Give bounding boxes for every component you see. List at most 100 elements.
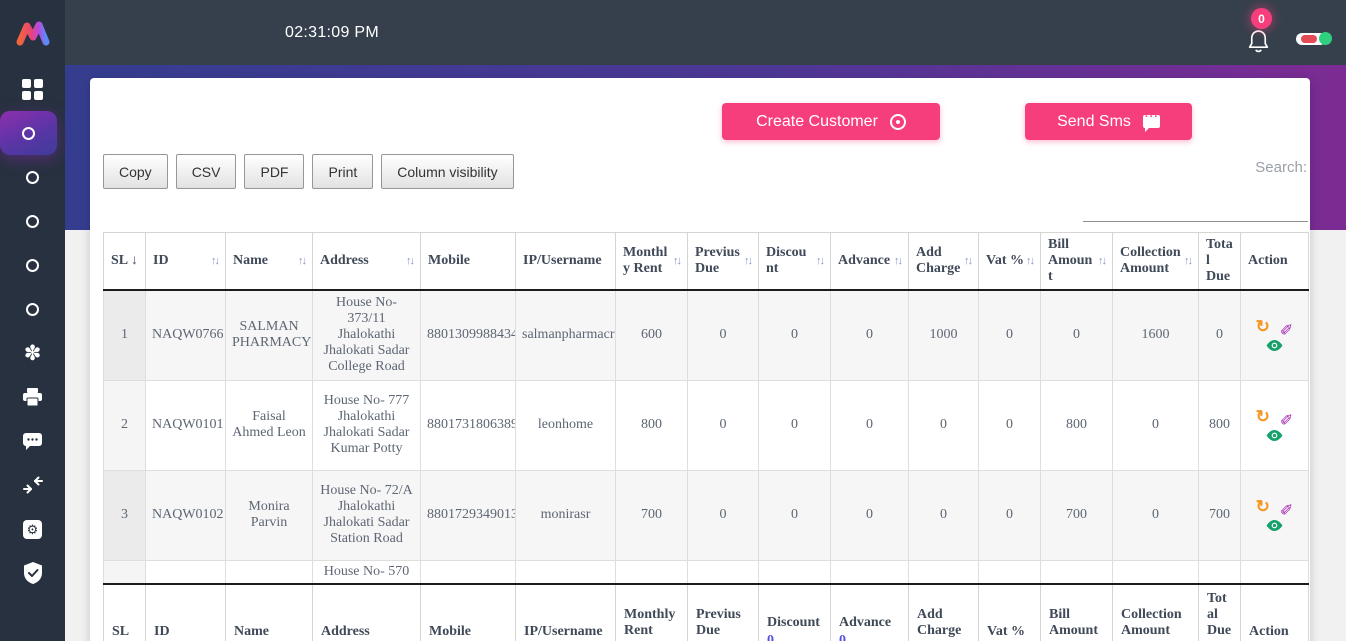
cell-mobile: 8801729349013 bbox=[421, 470, 516, 560]
sort-icon: ↑↓ bbox=[298, 255, 305, 267]
footer-add-charge: Add Charge 1000 bbox=[909, 584, 979, 641]
app-logo[interactable] bbox=[0, 0, 65, 65]
column-header-mobile[interactable]: Mobile bbox=[421, 233, 516, 291]
circle-icon bbox=[26, 303, 39, 316]
footer-vat: Vat % bbox=[979, 584, 1041, 641]
column-header-add-charge[interactable]: Add Charge↑↓ bbox=[909, 233, 979, 291]
refresh-button[interactable]: ↻ bbox=[1256, 318, 1270, 335]
sidebar-item-2[interactable] bbox=[0, 155, 65, 199]
notification-bell[interactable]: 0 bbox=[1242, 20, 1276, 56]
column-header-sl[interactable]: SL↓ bbox=[104, 233, 146, 291]
export-toolbar: Copy CSV PDF Print Column visibility bbox=[103, 154, 514, 189]
footer-sl: SL bbox=[104, 584, 146, 641]
cell-username: leonhome bbox=[516, 380, 616, 470]
column-header-total-due[interactable]: Total Due bbox=[1199, 233, 1241, 291]
gear-box-icon: ⚙ bbox=[23, 520, 42, 539]
sidebar-nav: ✽ ⚙ bbox=[0, 65, 65, 641]
edit-button[interactable]: ✎ bbox=[1280, 499, 1293, 515]
sort-icon: ↑↓ bbox=[1098, 255, 1105, 267]
brand-pill[interactable] bbox=[1296, 33, 1326, 45]
cell-previus-due: 0 bbox=[688, 290, 759, 380]
cell-action: ↻ ✎ bbox=[1241, 470, 1309, 560]
refresh-button[interactable]: ↻ bbox=[1256, 498, 1270, 515]
sidebar-item-4[interactable] bbox=[0, 243, 65, 287]
edit-button[interactable]: ✎ bbox=[1280, 319, 1293, 335]
cell-bill-amount: 700 bbox=[1041, 470, 1113, 560]
view-button[interactable] bbox=[1247, 519, 1302, 532]
sidebar-item-settings[interactable]: ✽ bbox=[0, 331, 65, 375]
column-header-bill-amount[interactable]: Bill Amount↑↓ bbox=[1041, 233, 1113, 291]
cell-id: NAQW0101 bbox=[146, 380, 226, 470]
cell-mobile: 8801309988434 bbox=[421, 290, 516, 380]
csv-button[interactable]: CSV bbox=[176, 154, 237, 189]
cell-id: NAQW0102 bbox=[146, 470, 226, 560]
sort-icon: ↑↓ bbox=[744, 255, 751, 267]
print-button[interactable]: Print bbox=[312, 154, 373, 189]
view-button[interactable] bbox=[1247, 429, 1302, 442]
bell-icon bbox=[1246, 28, 1271, 55]
cell-sl: 1 bbox=[104, 290, 146, 380]
table-row-partial: House No- 570 bbox=[104, 560, 1309, 584]
column-header-username[interactable]: IP/Username bbox=[516, 233, 616, 291]
cell-username: salmanpharmacr bbox=[516, 290, 616, 380]
cell-advance: 0 bbox=[831, 380, 909, 470]
pdf-button[interactable]: PDF bbox=[244, 154, 304, 189]
sidebar-item-print[interactable] bbox=[0, 375, 65, 419]
sort-icon: ↑↓ bbox=[1184, 255, 1191, 267]
footer-address: Address bbox=[313, 584, 421, 641]
sidebar-item-3[interactable] bbox=[0, 199, 65, 243]
footer-monthly-rent: Monthly Rent 13000 bbox=[616, 584, 688, 641]
notification-badge: 0 bbox=[1251, 8, 1272, 29]
send-sms-button[interactable]: Send Sms bbox=[1025, 103, 1192, 140]
cell-address: House No- 570 bbox=[313, 560, 421, 584]
cell-address: House No- 777 Jhalokathi Jhalokati Sadar… bbox=[313, 380, 421, 470]
cell-previus-due: 0 bbox=[688, 380, 759, 470]
create-customer-button[interactable]: Create Customer bbox=[722, 103, 940, 140]
copy-button[interactable]: Copy bbox=[103, 154, 168, 189]
column-header-advance[interactable]: Advance↑↓ bbox=[831, 233, 909, 291]
column-header-address[interactable]: Address↑↓ bbox=[313, 233, 421, 291]
sort-icon: ↑↓ bbox=[894, 255, 901, 267]
footer-collection-amount: Collection Amount 1600 bbox=[1113, 584, 1199, 641]
footer-bill-amount: Bill Amount 14400 bbox=[1041, 584, 1113, 641]
cell-username: monirasr bbox=[516, 470, 616, 560]
column-header-monthly-rent[interactable]: Monthly Rent↑↓ bbox=[616, 233, 688, 291]
cell-action: ↻ ✎ bbox=[1241, 380, 1309, 470]
cell-bill-amount: 0 bbox=[1041, 290, 1113, 380]
footer-previus-due: Previus Due 0 bbox=[688, 584, 759, 641]
view-button[interactable] bbox=[1247, 339, 1302, 352]
sidebar-item-security[interactable] bbox=[0, 551, 65, 595]
column-header-previus-due[interactable]: Previus Due↑↓ bbox=[688, 233, 759, 291]
cell-discount: 0 bbox=[759, 380, 831, 470]
circle-icon bbox=[26, 259, 39, 272]
cell-vat: 0 bbox=[979, 470, 1041, 560]
sidebar-item-dashboard[interactable] bbox=[0, 67, 65, 111]
footer-name: Name bbox=[226, 584, 313, 641]
sms-icon bbox=[1143, 115, 1160, 128]
column-header-vat[interactable]: Vat %↑↓ bbox=[979, 233, 1041, 291]
clock-time: 02:31:09 PM bbox=[285, 0, 379, 65]
edit-button[interactable]: ✎ bbox=[1280, 409, 1293, 425]
sidebar-item-active[interactable] bbox=[0, 111, 57, 155]
cell-total-due: 0 bbox=[1199, 290, 1241, 380]
cell-advance: 0 bbox=[831, 470, 909, 560]
flower-settings-icon: ✽ bbox=[24, 343, 42, 364]
column-header-collection-amount[interactable]: Collection Amount↑↓ bbox=[1113, 233, 1199, 291]
column-header-discount[interactable]: Discount↑↓ bbox=[759, 233, 831, 291]
sidebar-item-system-settings[interactable]: ⚙ bbox=[0, 507, 65, 551]
column-header-id[interactable]: ID↑↓ bbox=[146, 233, 226, 291]
circle-icon bbox=[26, 215, 39, 228]
sort-icon: ↑↓ bbox=[816, 255, 823, 267]
search-input[interactable] bbox=[1083, 182, 1308, 222]
refresh-button[interactable]: ↻ bbox=[1256, 408, 1270, 425]
column-visibility-button[interactable]: Column visibility bbox=[381, 154, 513, 189]
sort-icon: ↑↓ bbox=[673, 255, 680, 267]
sidebar-item-5[interactable] bbox=[0, 287, 65, 331]
main-content: Create Customer Send Sms Copy CSV PDF Pr… bbox=[65, 65, 1346, 641]
footer-username: IP/Username bbox=[516, 584, 616, 641]
sidebar-item-messages[interactable] bbox=[0, 419, 65, 463]
column-header-name[interactable]: Name↑↓ bbox=[226, 233, 313, 291]
column-header-action[interactable]: Action bbox=[1241, 233, 1309, 291]
sidebar-item-connections[interactable] bbox=[0, 463, 65, 507]
customers-table: SL↓ ID↑↓ Name↑↓ Address↑↓ Mobile IP/User… bbox=[103, 232, 1309, 641]
